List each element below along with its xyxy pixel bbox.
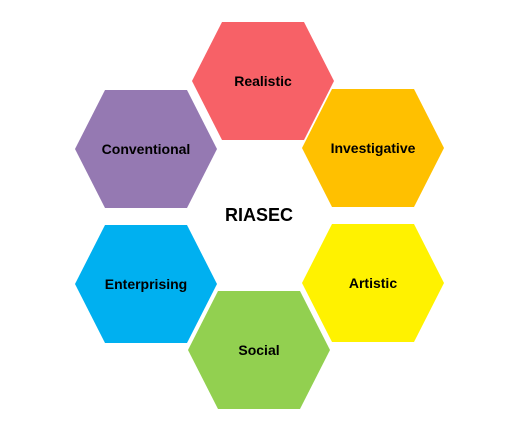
hexagon-artistic: Artistic xyxy=(302,224,444,342)
hexagon-conventional-shape xyxy=(75,90,217,208)
hexagon-enterprising-shape xyxy=(75,225,217,343)
hexagon-social-shape xyxy=(188,291,330,409)
hexagon-investigative-label: Investigative xyxy=(331,140,416,156)
center-label: RIASEC xyxy=(225,205,293,225)
hexagon-social: Social xyxy=(188,291,330,409)
hexagon-realistic-label: Realistic xyxy=(234,73,292,89)
hexagon-realistic: Realistic xyxy=(192,22,334,140)
hexagon-enterprising-label: Enterprising xyxy=(105,276,187,292)
hexagon-realistic-shape xyxy=(192,22,334,140)
hexagon-artistic-shape xyxy=(302,224,444,342)
hexagon-enterprising: Enterprising xyxy=(75,225,217,343)
hexagon-investigative-shape xyxy=(302,89,444,207)
hexagon-conventional-label: Conventional xyxy=(102,141,191,157)
hexagon-artistic-label: Artistic xyxy=(349,275,397,291)
hexagon-conventional: Conventional xyxy=(75,90,217,208)
hexagon-investigative: Investigative xyxy=(302,89,444,207)
hexagon-social-label: Social xyxy=(238,342,279,358)
